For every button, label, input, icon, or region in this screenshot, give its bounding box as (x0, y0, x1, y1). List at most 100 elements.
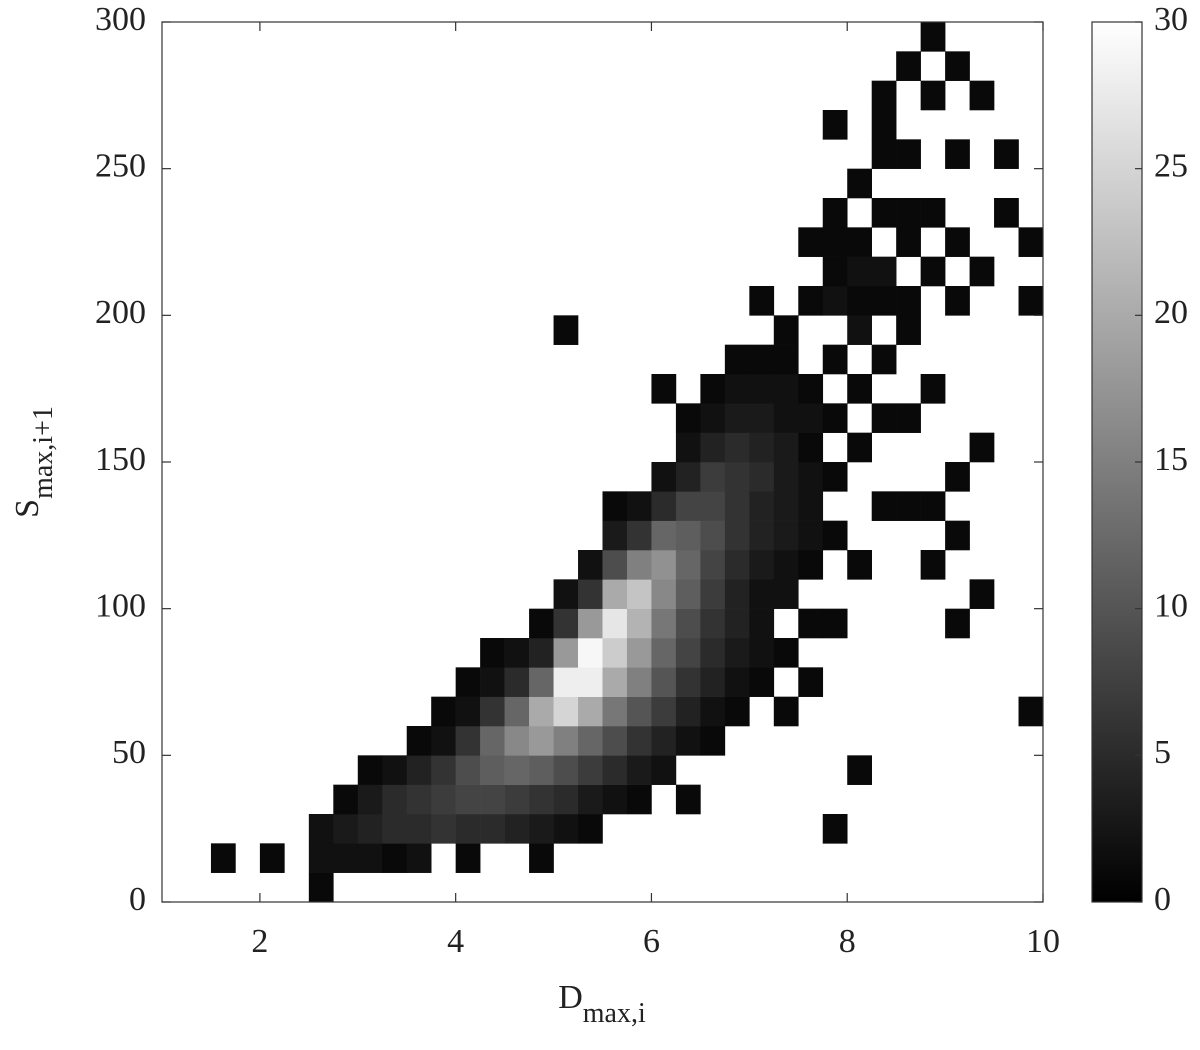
cell (749, 286, 775, 316)
x-label-sub: max,i (583, 998, 646, 1029)
cell (480, 638, 505, 668)
cell (945, 608, 970, 639)
cell (773, 462, 799, 492)
cell (651, 374, 677, 404)
cell (822, 462, 848, 492)
cell (798, 491, 824, 521)
cell (822, 256, 848, 287)
cell (675, 726, 701, 756)
cell (504, 638, 530, 668)
cell (308, 814, 334, 844)
cell (675, 520, 701, 551)
cell (871, 139, 897, 169)
cell (724, 344, 750, 375)
cell (798, 432, 824, 463)
cell (651, 491, 677, 521)
cell (749, 462, 775, 492)
cell (724, 638, 750, 668)
cell (749, 403, 775, 433)
cell (896, 286, 921, 316)
y-tick-label: 0 (129, 881, 146, 918)
cell (455, 755, 481, 785)
cell (504, 784, 530, 815)
cell (529, 843, 554, 873)
cell (553, 814, 579, 844)
cell (504, 696, 530, 727)
cell (773, 638, 799, 668)
cell (529, 784, 554, 815)
cell (578, 579, 603, 609)
cell (553, 784, 579, 815)
cell (700, 374, 726, 404)
colorbar-tick-label: 0 (1154, 881, 1171, 918)
cell (773, 403, 799, 433)
cell (626, 520, 652, 551)
colorbar-tick-label: 20 (1154, 294, 1188, 331)
cell (602, 550, 628, 580)
cell (626, 696, 652, 727)
cell (847, 315, 872, 345)
cell (675, 784, 701, 815)
cell (700, 579, 726, 609)
cell (602, 491, 628, 521)
cell (945, 139, 970, 169)
cell (602, 696, 628, 727)
y-tick-label: 50 (112, 734, 146, 771)
cell (480, 667, 505, 697)
cell (431, 755, 456, 785)
cell (529, 755, 554, 785)
cell (822, 608, 848, 639)
colorbar-tick-label: 5 (1154, 734, 1171, 771)
cell (626, 638, 652, 668)
colorbar-tick-label: 30 (1154, 1, 1188, 38)
colorbar-tick-label: 10 (1154, 587, 1188, 624)
cell (724, 432, 750, 463)
cell (700, 726, 726, 756)
cell (675, 432, 701, 463)
cell (651, 608, 677, 639)
cell (578, 755, 603, 785)
cell (333, 843, 359, 873)
x-label-main: D (558, 979, 583, 1016)
cell (675, 550, 701, 580)
cell (920, 80, 946, 111)
x-axis-label: Dmax,i (558, 979, 646, 1030)
cell (724, 491, 750, 521)
cell (651, 755, 677, 785)
cell (773, 520, 799, 551)
cell (871, 80, 897, 111)
cell (945, 462, 970, 492)
x-tick-label: 2 (251, 923, 268, 960)
cell (455, 784, 481, 815)
cell (822, 814, 848, 844)
cell (504, 726, 530, 756)
cell (578, 550, 603, 580)
cell (529, 696, 554, 727)
cell (455, 814, 481, 844)
cell (920, 374, 946, 404)
cell (431, 726, 456, 756)
cell (675, 667, 701, 697)
cell (724, 667, 750, 697)
cell (920, 198, 946, 228)
cell (308, 872, 334, 903)
cell (504, 814, 530, 844)
cell (602, 667, 628, 697)
cell (773, 491, 799, 521)
y-label-main: S (9, 499, 46, 518)
y-axis-label: Smax,i+1 (9, 406, 60, 518)
cell (602, 755, 628, 785)
y-tick-label: 200 (95, 294, 146, 331)
cell (578, 784, 603, 815)
cell (455, 843, 481, 873)
cell (357, 843, 383, 873)
cell (675, 638, 701, 668)
cell (357, 784, 383, 815)
cell (626, 608, 652, 639)
cell (871, 286, 897, 316)
x-tick-label: 8 (839, 923, 856, 960)
cell (480, 814, 505, 844)
cell (798, 374, 824, 404)
cell (749, 374, 775, 404)
